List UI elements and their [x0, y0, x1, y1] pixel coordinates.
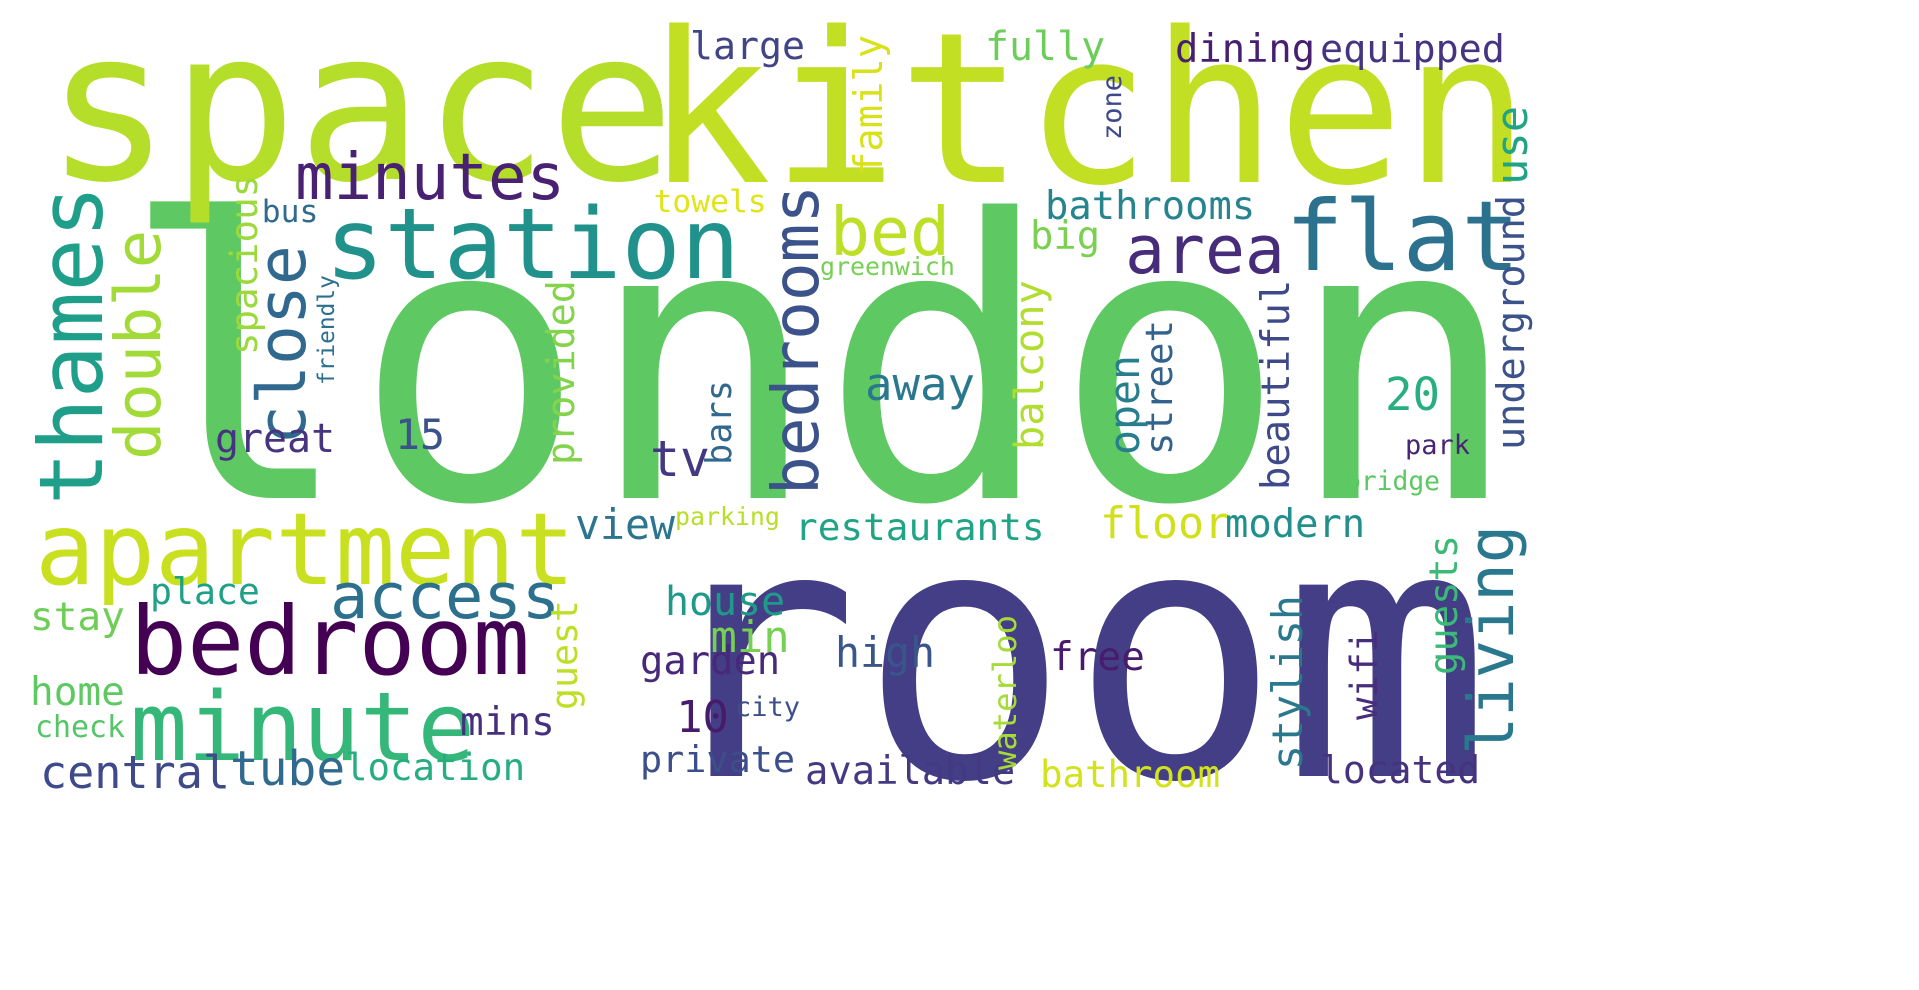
word-bedroom: bedroom — [130, 587, 530, 697]
word-flat: flat — [1285, 179, 1521, 294]
word-friendly: friendly — [314, 275, 341, 385]
word-garden: garden — [640, 639, 781, 685]
word-location: location — [345, 744, 526, 789]
word-15: 15 — [395, 410, 445, 460]
word-tv: tv — [650, 430, 710, 489]
word-station: station — [325, 187, 741, 302]
word-central: central — [40, 746, 231, 799]
word-space: space — [45, 0, 676, 229]
word-available: available — [805, 749, 1016, 795]
word-zone: zone — [1097, 74, 1128, 140]
word-20: 20 — [1385, 368, 1441, 422]
word-balcony: balcony — [1005, 280, 1053, 450]
word-bathrooms: bathrooms — [1045, 184, 1256, 230]
word-bathroom: bathroom — [1040, 752, 1221, 797]
word-kitchen: kitchen — [645, 0, 1531, 232]
word-free: free — [1050, 633, 1145, 680]
word-tube: tube — [230, 742, 346, 798]
word-equipped: equipped — [1320, 26, 1505, 72]
word-high: high — [835, 627, 935, 677]
word-bed: bed — [830, 193, 950, 272]
word-home: home — [30, 668, 125, 715]
word-bars: bars — [699, 379, 741, 465]
word-bridge: bridge — [1345, 467, 1440, 498]
word-great: great — [215, 416, 336, 463]
word-wifi: wifi — [1342, 629, 1387, 721]
word-dining: dining — [1175, 26, 1316, 72]
word-underground: underground — [1489, 195, 1535, 450]
word-10: 10 — [676, 691, 729, 743]
word-room: room — [648, 451, 1492, 859]
word-area: area — [1125, 210, 1285, 289]
word-family: family — [846, 34, 892, 175]
word-london: london — [120, 139, 1521, 591]
word-stylish: stylish — [1262, 595, 1312, 770]
word-waterloo: waterloo — [985, 614, 1024, 770]
word-house: house — [665, 578, 786, 625]
word-apartment: apartment — [35, 491, 576, 609]
word-view: view — [575, 500, 675, 550]
word-restaurants: restaurants — [795, 504, 1045, 549]
word-spacious: spacious — [222, 174, 267, 355]
word-park: park — [1405, 429, 1471, 461]
word-fully: fully — [985, 23, 1106, 70]
word-bedrooms: bedrooms — [759, 184, 835, 495]
word-away: away — [865, 358, 976, 412]
word-provided: provided — [539, 280, 585, 465]
word-beautiful: beautiful — [1254, 279, 1300, 490]
word-bus: bus — [261, 193, 319, 230]
word-towels: towels — [653, 183, 767, 220]
word-large: large — [690, 25, 805, 70]
word-guests: guests — [1421, 534, 1467, 675]
word-place: place — [150, 570, 260, 614]
word-access: access — [330, 559, 561, 634]
word-floor: floor — [1100, 499, 1231, 550]
word-mins: mins — [460, 698, 555, 745]
word-city: city — [735, 692, 801, 723]
word-minute: minute — [130, 670, 475, 783]
word-modern: modern — [1225, 501, 1366, 547]
word-parking: parking — [675, 502, 780, 531]
word-min: min — [710, 611, 790, 663]
word-minutes: minutes — [295, 140, 566, 215]
word-stay: stay — [30, 593, 125, 640]
word-living: living — [1454, 524, 1529, 755]
word-greenwich: greenwich — [820, 252, 955, 281]
word-open: open — [1100, 355, 1150, 455]
word-guest: guest — [542, 600, 586, 710]
word-located: located — [1320, 748, 1481, 792]
word-double: double — [102, 229, 177, 460]
word-private: private — [640, 737, 796, 781]
word-big: big — [1030, 214, 1101, 260]
word-use: use — [1486, 105, 1538, 185]
word-check: check — [35, 709, 125, 745]
